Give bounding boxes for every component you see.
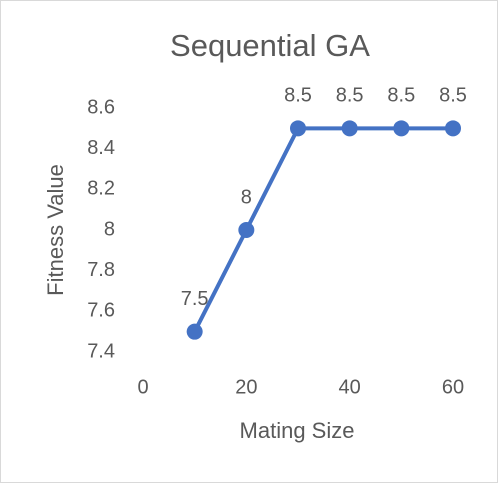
y-tick-label: 7.6 [87, 300, 115, 322]
y-tick-label: 8.2 [87, 178, 115, 200]
data-label: 8.5 [439, 85, 467, 107]
chart-title: Sequential GA [170, 28, 370, 63]
data-label: 8.5 [284, 85, 312, 107]
series-line [192, 126, 453, 333]
data-label: 8.5 [336, 85, 364, 107]
data-point [186, 323, 203, 340]
data-point [341, 120, 358, 137]
x-tick-label: 0 [137, 376, 148, 398]
data-label: 8 [241, 186, 252, 208]
y-tick-label: 8.6 [87, 96, 115, 118]
x-tick-label: 20 [235, 376, 257, 398]
y-tick-label: 7.8 [87, 259, 115, 281]
data-label: 7.5 [181, 288, 209, 310]
y-axis-label: Fitness Value [43, 164, 68, 296]
x-tick-label: 60 [442, 376, 464, 398]
y-tick-label: 8.4 [87, 137, 115, 159]
data-point [393, 120, 410, 137]
data-point [290, 120, 306, 137]
data-point [238, 222, 255, 238]
data-label: 8.5 [387, 85, 415, 107]
y-tick-label: 8 [104, 218, 115, 240]
data-point [445, 120, 461, 137]
y-tick-label: 7.4 [87, 340, 115, 362]
x-tick-label: 40 [339, 376, 361, 398]
x-axis-label: Mating Size [240, 418, 355, 443]
